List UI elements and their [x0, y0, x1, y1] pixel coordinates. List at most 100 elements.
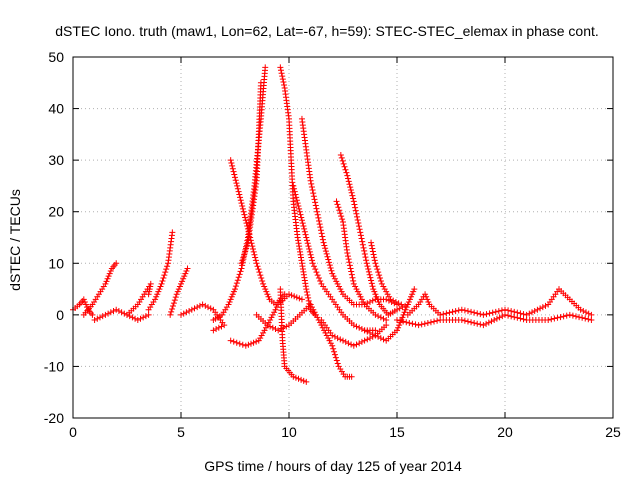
data-point: [380, 315, 387, 322]
data-point: [376, 272, 383, 279]
data-point: [409, 320, 416, 327]
data-point: [199, 301, 206, 308]
data-point: [234, 277, 241, 284]
y-tick-label: 10: [48, 255, 64, 271]
data-point: [118, 309, 125, 316]
data-point: [387, 296, 394, 303]
data-point: [443, 310, 450, 317]
data-point: [495, 308, 502, 315]
data-point: [147, 283, 154, 290]
data-point: [400, 318, 407, 325]
data-point: [241, 251, 248, 258]
data-point: [361, 247, 368, 254]
data-point: [249, 243, 256, 250]
data-point: [292, 191, 299, 198]
data-point: [290, 373, 297, 380]
data-point: [250, 339, 257, 346]
data-point: [205, 304, 211, 311]
data-point: [102, 311, 109, 318]
data-point: [468, 308, 475, 315]
data-point: [113, 306, 120, 313]
data-point: [102, 280, 109, 287]
data-point: [399, 314, 406, 321]
data-point: [169, 229, 176, 236]
data-point: [410, 288, 417, 295]
data-point: [314, 272, 321, 279]
data-point: [347, 265, 354, 272]
data-point: [229, 165, 236, 172]
data-point: [279, 76, 286, 83]
data-point: [395, 300, 402, 307]
data-point: [352, 283, 359, 290]
data-point: [358, 296, 365, 303]
series-arc-u: [361, 286, 418, 344]
series-arc-b: [80, 260, 120, 318]
data-point: [370, 251, 377, 258]
data-point: [146, 286, 153, 293]
data-point: [347, 184, 354, 191]
series-arc-c: [91, 306, 152, 324]
data-point: [483, 320, 490, 327]
data-point: [291, 188, 298, 195]
data-point: [292, 374, 299, 381]
data-point: [262, 286, 269, 293]
data-point: [372, 311, 379, 318]
data-point: [137, 315, 144, 322]
data-point: [468, 319, 475, 326]
data-point: [258, 275, 265, 282]
data-point: [350, 277, 357, 284]
data-point: [409, 291, 416, 298]
data-point: [348, 189, 355, 196]
data-point: [471, 309, 478, 316]
data-point: [508, 308, 515, 315]
x-tick-label: 0: [69, 424, 77, 440]
data-point: [431, 318, 438, 325]
data-point: [322, 245, 329, 252]
data-point: [167, 311, 174, 318]
data-point: [311, 196, 318, 203]
data-point: [81, 298, 88, 305]
data-point: [328, 267, 335, 274]
data-point: [323, 250, 330, 257]
data-point: [163, 266, 170, 273]
data-point: [551, 315, 558, 322]
data-point: [170, 300, 177, 307]
data-point: [268, 314, 275, 321]
data-point: [318, 322, 325, 329]
data-point: [242, 214, 249, 221]
data-point: [350, 322, 357, 329]
data-point: [188, 306, 195, 313]
data-point: [337, 210, 344, 217]
data-point: [333, 278, 340, 285]
data-point: [365, 268, 372, 275]
data-point: [371, 254, 378, 261]
data-point: [331, 275, 338, 282]
data-point: [361, 251, 368, 258]
data-point: [283, 323, 290, 330]
data-point: [354, 216, 361, 223]
data-point: [269, 311, 276, 318]
data-point: [265, 293, 272, 300]
data-point: [311, 309, 318, 316]
data-point: [362, 254, 369, 261]
data-point: [346, 262, 353, 269]
data-point: [264, 322, 271, 329]
data-point: [237, 197, 244, 204]
data-point: [229, 291, 236, 298]
data-point: [377, 335, 384, 342]
data-point: [464, 318, 471, 325]
y-tick-label: 30: [48, 152, 64, 168]
data-point: [210, 327, 217, 334]
data-point: [94, 315, 101, 322]
data-point: [539, 304, 546, 311]
data-point: [368, 277, 375, 284]
data-point: [145, 291, 152, 298]
data-point: [375, 298, 382, 305]
data-point: [105, 273, 112, 280]
data-point: [250, 248, 257, 255]
data-point: [305, 243, 312, 250]
data-point: [330, 273, 337, 280]
data-point: [121, 310, 128, 317]
data-point: [343, 169, 350, 176]
data-point: [126, 313, 133, 320]
